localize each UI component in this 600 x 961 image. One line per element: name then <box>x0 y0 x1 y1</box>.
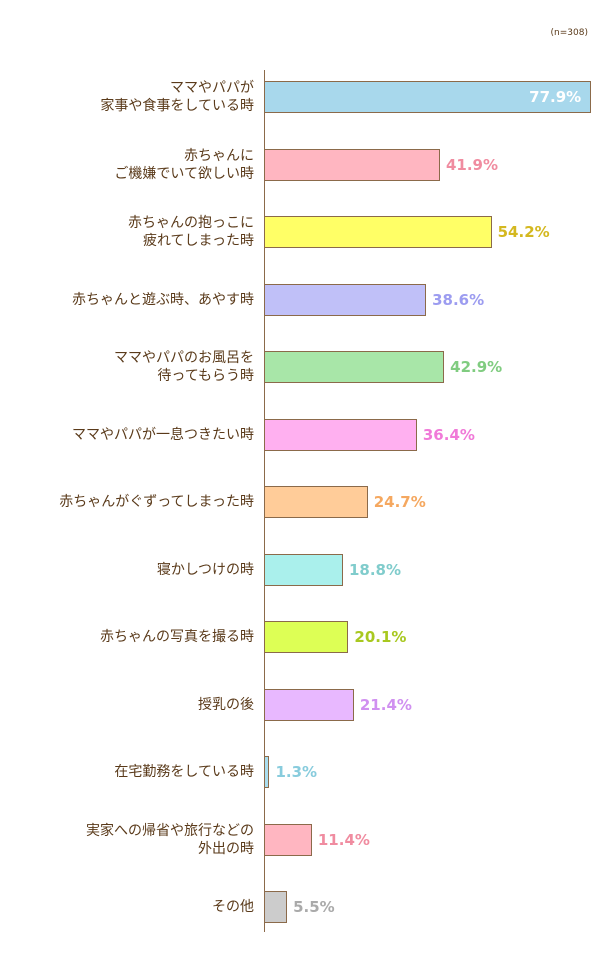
value-label: 54.2% <box>497 223 550 241</box>
value-label: 20.1% <box>354 628 407 646</box>
value-label: 36.4% <box>422 425 475 444</box>
value-label: 21.4% <box>359 695 412 714</box>
bar <box>264 756 270 788</box>
bar <box>264 688 354 721</box>
value-label: 41.9% <box>445 155 499 174</box>
value-label: 1.3% <box>275 763 318 781</box>
bar <box>264 148 440 181</box>
value-label: 18.8% <box>348 560 401 579</box>
category-label: ママやパパのお風呂を 待ってもらう時 <box>114 350 254 384</box>
category-label: ママやパパが 家事や食事をしている時 <box>100 80 254 114</box>
value-label: 5.5% <box>293 898 335 916</box>
category-label: 寝かしつけの時 <box>156 561 254 578</box>
bar <box>264 621 349 653</box>
bar <box>264 486 368 518</box>
bar <box>264 283 427 316</box>
value-label: 77.9% <box>529 88 582 106</box>
category-label: 赤ちゃんの抱っこに 疲れてしまった時 <box>128 215 254 249</box>
bar <box>264 418 417 451</box>
category-label: その他 <box>212 899 254 915</box>
value-label: 24.7% <box>373 493 426 511</box>
category-label: 赤ちゃんの写真を撮る時 <box>100 629 254 645</box>
category-label: 授乳の後 <box>198 696 254 713</box>
category-label: 赤ちゃんがぐずってしまった時 <box>59 494 254 510</box>
bar <box>264 553 343 586</box>
bar <box>264 216 492 248</box>
value-label: 38.6% <box>432 290 485 309</box>
bar <box>264 891 288 923</box>
bar <box>264 81 592 113</box>
category-label: 在宅勤務をしている時 <box>114 764 254 780</box>
category-label: ママやパパが一息つきたい時 <box>72 426 254 443</box>
category-label: 赤ちゃんと遊ぶ時、あやす時 <box>72 291 254 308</box>
value-label: 11.4% <box>317 830 370 849</box>
category-label: 実家への帰省や旅行などの 外出の時 <box>86 822 254 857</box>
category-label: 赤ちゃんに ご機嫌でいて欲しい時 <box>114 147 254 182</box>
value-label: 42.9% <box>450 358 503 376</box>
bar <box>264 823 312 856</box>
bar <box>264 351 445 383</box>
sample-note: (n=308) <box>550 28 588 38</box>
